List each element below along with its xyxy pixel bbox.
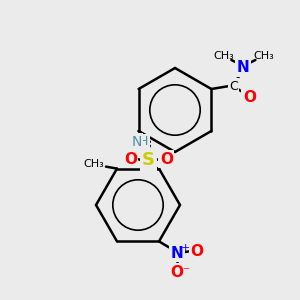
Text: H: H — [139, 135, 148, 148]
Text: CH₃: CH₃ — [253, 51, 274, 61]
Text: O: O — [243, 89, 256, 104]
Text: N: N — [237, 61, 250, 76]
Text: S: S — [142, 151, 155, 169]
Text: CH₃: CH₃ — [84, 159, 104, 169]
Text: ⁻: ⁻ — [182, 266, 190, 279]
Text: O: O — [190, 244, 203, 259]
Text: O: O — [124, 152, 137, 167]
Text: N: N — [132, 135, 142, 149]
Text: +: + — [180, 243, 190, 254]
Text: N: N — [171, 246, 183, 261]
Text: O: O — [170, 265, 184, 280]
Text: C: C — [229, 80, 238, 92]
Text: O: O — [160, 152, 173, 167]
Text: CH₃: CH₃ — [213, 51, 234, 61]
